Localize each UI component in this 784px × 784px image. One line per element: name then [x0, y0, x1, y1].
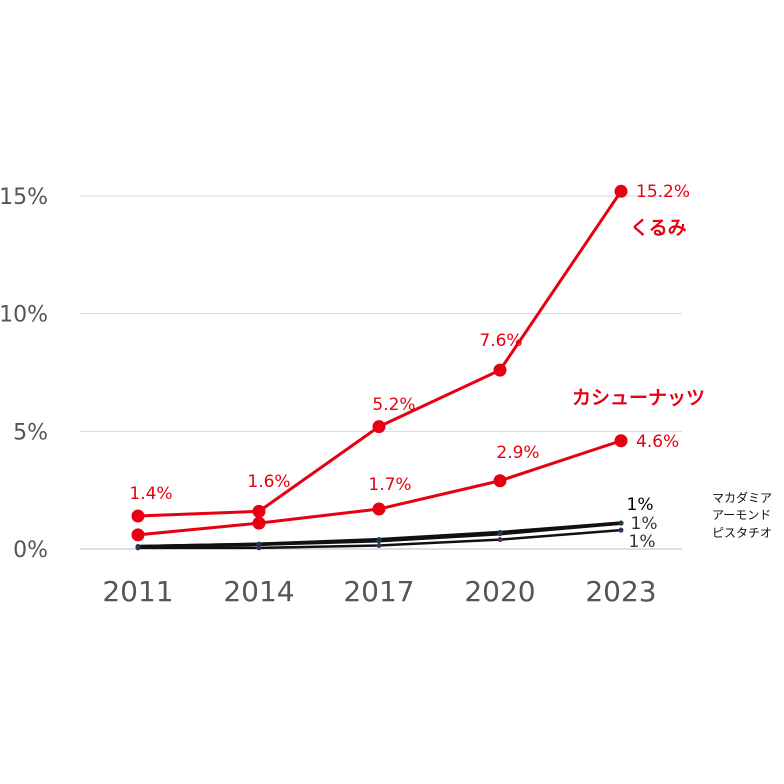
data-point [497, 537, 503, 543]
series-line [136, 189, 623, 518]
y-tick-label: 15% [0, 185, 48, 210]
data-label: 1% [627, 495, 654, 515]
data-point [372, 420, 386, 434]
data-point [252, 516, 266, 530]
data-label: 5.2% [372, 395, 415, 415]
data-point [493, 474, 507, 488]
data-label: 2.9% [496, 443, 539, 463]
series-name: カシューナッツ [572, 387, 705, 409]
y-axis-ticks: 0% 5% 10% 15% [0, 185, 48, 563]
data-label: 4.6% [636, 432, 679, 452]
data-point [135, 544, 141, 550]
data-label: 1.4% [129, 484, 172, 504]
data-label: 1% [631, 514, 658, 534]
x-tick-label: 2020 [464, 575, 535, 608]
series-name: くるみ [630, 217, 687, 239]
data-point [256, 541, 262, 547]
y-tick-label: 5% [13, 420, 48, 445]
data-label: 7.6% [479, 331, 522, 351]
series-points [131, 184, 628, 551]
x-tick-label: 2011 [102, 575, 173, 608]
data-point [256, 545, 262, 551]
series-name: マカダミア [712, 490, 772, 505]
data-point [497, 530, 503, 536]
x-tick-label: 2023 [585, 575, 656, 608]
x-tick-label: 2014 [223, 575, 294, 608]
series-name: アーモンド [712, 508, 771, 522]
data-point [618, 527, 624, 533]
data-point [372, 502, 386, 516]
x-axis-ticks: 2011 2014 2017 2020 2023 [102, 575, 656, 608]
data-label: 1.6% [247, 472, 290, 492]
data-point [618, 520, 624, 526]
x-tick-label: 2017 [343, 575, 414, 608]
data-point [376, 537, 382, 543]
data-point [131, 528, 145, 542]
data-label: 1% [629, 532, 656, 552]
data-point [614, 184, 628, 198]
data-label: 1.7% [368, 475, 411, 495]
data-point [252, 504, 266, 518]
data-point [614, 434, 628, 448]
data-point [376, 542, 382, 548]
y-tick-label: 0% [13, 538, 48, 563]
data-point [131, 509, 145, 523]
data-label: 15.2% [636, 182, 690, 202]
data-labels: 1.4%1.6%5.2%7.6%15.2%1.7%2.9%4.6%1%1%1% [129, 182, 690, 552]
gridlines [80, 195, 682, 550]
y-tick-label: 10% [0, 303, 48, 328]
series-name: ピスタチオ [712, 526, 772, 540]
data-point [493, 363, 507, 377]
